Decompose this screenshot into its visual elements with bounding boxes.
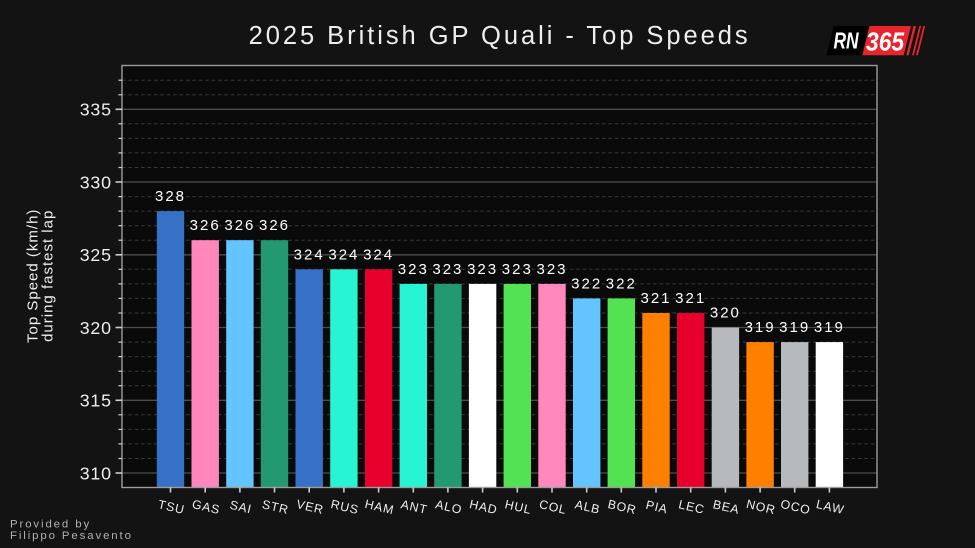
svg-text:326: 326 bbox=[259, 217, 290, 234]
svg-text:323: 323 bbox=[502, 261, 533, 278]
svg-text:324: 324 bbox=[328, 246, 359, 263]
svg-text:330: 330 bbox=[80, 172, 112, 192]
svg-text:OCO: OCO bbox=[779, 497, 812, 517]
svg-text:HAM: HAM bbox=[363, 497, 395, 517]
svg-text:326: 326 bbox=[224, 217, 255, 234]
svg-text:323: 323 bbox=[536, 261, 567, 278]
svg-text:328: 328 bbox=[155, 188, 186, 205]
svg-text:315: 315 bbox=[80, 391, 112, 411]
svg-text:2025 British GP Quali - Top Sp: 2025 British GP Quali - Top Speeds bbox=[249, 22, 751, 50]
svg-text:319: 319 bbox=[814, 319, 845, 336]
svg-text:TSU: TSU bbox=[157, 497, 186, 517]
svg-text:GAS: GAS bbox=[191, 497, 222, 517]
svg-text:310: 310 bbox=[80, 463, 112, 483]
svg-text:NOR: NOR bbox=[745, 497, 777, 517]
svg-text:Top Speed (km/h)during fastest: Top Speed (km/h)during fastest lap bbox=[25, 209, 57, 343]
svg-text:323: 323 bbox=[467, 261, 498, 278]
svg-text:321: 321 bbox=[640, 290, 671, 307]
svg-text:323: 323 bbox=[432, 261, 463, 278]
svg-text:320: 320 bbox=[80, 318, 112, 338]
svg-text:324: 324 bbox=[294, 246, 325, 263]
svg-text:319: 319 bbox=[745, 319, 776, 336]
svg-text:320: 320 bbox=[710, 305, 741, 322]
svg-text:STR: STR bbox=[261, 497, 290, 517]
svg-text:HUL: HUL bbox=[503, 497, 532, 517]
svg-text:321: 321 bbox=[675, 290, 706, 307]
svg-text:322: 322 bbox=[571, 275, 602, 292]
svg-text:COL: COL bbox=[538, 497, 568, 517]
svg-text:ALB: ALB bbox=[574, 497, 602, 516]
svg-text:324: 324 bbox=[363, 246, 394, 263]
svg-text:LEC: LEC bbox=[677, 497, 706, 517]
svg-text:319: 319 bbox=[779, 319, 810, 336]
svg-text:323: 323 bbox=[398, 261, 429, 278]
svg-text:335: 335 bbox=[80, 100, 112, 120]
svg-text:RN: RN bbox=[834, 28, 860, 54]
svg-text:BOR: BOR bbox=[606, 497, 637, 517]
svg-text:ANT: ANT bbox=[399, 497, 428, 517]
svg-text:322: 322 bbox=[606, 275, 637, 292]
svg-text:RUS: RUS bbox=[329, 497, 360, 517]
svg-text:PIA: PIA bbox=[644, 498, 669, 517]
svg-text:SAI: SAI bbox=[228, 498, 253, 517]
svg-text:HAD: HAD bbox=[468, 497, 499, 517]
svg-text:BEA: BEA bbox=[712, 497, 741, 517]
svg-text:325: 325 bbox=[80, 245, 112, 265]
svg-text:LAW: LAW bbox=[815, 497, 846, 517]
svg-text:ALO: ALO bbox=[434, 497, 463, 517]
svg-text:365: 365 bbox=[866, 28, 905, 57]
svg-text:326: 326 bbox=[190, 217, 221, 234]
svg-text:VER: VER bbox=[295, 497, 325, 517]
